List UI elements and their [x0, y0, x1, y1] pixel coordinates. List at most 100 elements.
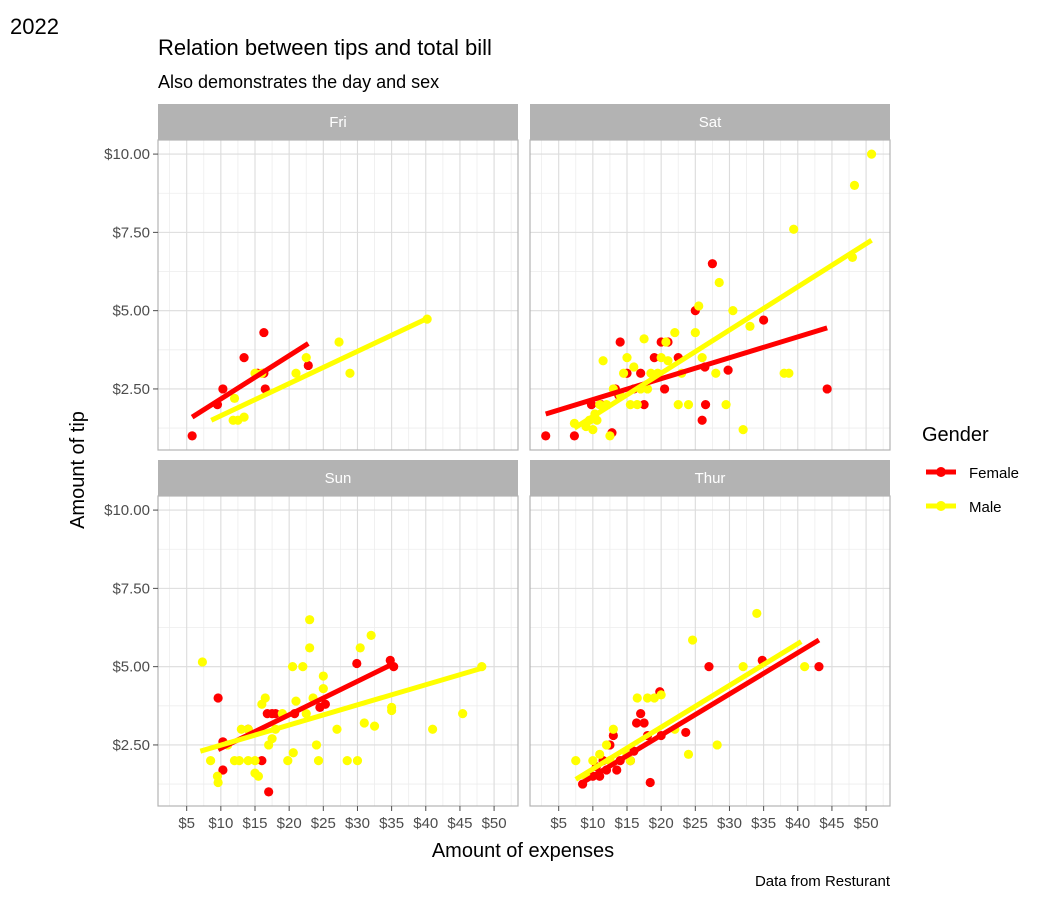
data-point — [642, 384, 653, 394]
data-point — [250, 755, 260, 766]
data-point — [218, 765, 228, 775]
panel-border — [529, 495, 891, 807]
data-point — [645, 777, 655, 788]
data-point — [305, 615, 315, 625]
data-point — [632, 399, 642, 410]
data-point — [656, 353, 666, 363]
data-point — [639, 334, 649, 344]
data-point — [789, 224, 799, 234]
data-point — [345, 368, 355, 378]
panel-border — [157, 139, 519, 451]
legend-label-male: Male — [969, 499, 1002, 516]
legend-key-male — [926, 501, 956, 511]
facet-strip-label: Sun — [325, 470, 352, 487]
data-point — [352, 658, 362, 669]
data-point — [738, 425, 748, 435]
data-point — [661, 337, 671, 347]
fit-line-male — [573, 238, 873, 431]
data-point — [588, 425, 598, 435]
data-point — [250, 768, 260, 778]
legend: Gender Female Male — [922, 424, 1019, 516]
data-point — [822, 384, 832, 394]
x-tick-label: $15 — [614, 815, 639, 832]
data-point — [694, 301, 704, 311]
data-point — [301, 353, 311, 363]
data-point — [670, 327, 680, 338]
x-tick-label: $35 — [379, 815, 404, 832]
data-point — [656, 690, 666, 700]
x-tick-label: $30 — [717, 815, 742, 832]
y-tick-label: $7.50 — [112, 224, 150, 241]
data-point — [260, 693, 270, 703]
data-point — [359, 718, 369, 728]
x-tick-label: $25 — [683, 815, 708, 832]
series-male-points — [228, 314, 432, 425]
data-point — [849, 180, 860, 191]
data-point — [588, 755, 598, 766]
data-point — [704, 662, 714, 672]
data-point — [612, 765, 622, 775]
panel-grid — [530, 496, 890, 806]
data-point — [205, 755, 216, 766]
data-point — [283, 755, 293, 766]
data-point — [608, 724, 618, 734]
data-point — [267, 734, 277, 744]
y-tick-label: $2.50 — [112, 737, 150, 754]
data-point — [711, 368, 721, 378]
panel-border — [529, 139, 891, 451]
x-tick-label: $10 — [208, 815, 233, 832]
data-point — [352, 755, 363, 766]
data-point — [642, 693, 653, 703]
y-tick-label: $10.00 — [104, 502, 150, 519]
data-point — [236, 724, 246, 734]
facet-strip — [158, 460, 518, 496]
data-point — [618, 368, 629, 378]
legend-label-female: Female — [969, 465, 1019, 482]
data-point — [759, 315, 769, 325]
facet-panel-sun: Sun — [157, 460, 519, 807]
data-point — [738, 662, 748, 672]
data-point — [784, 368, 794, 378]
data-point — [270, 709, 281, 719]
data-point — [723, 365, 733, 375]
data-point — [683, 749, 694, 759]
data-point — [334, 337, 344, 347]
x-tick-label: $10 — [580, 815, 605, 832]
x-tick-label: $25 — [311, 815, 336, 832]
data-point — [632, 693, 642, 703]
data-point — [229, 393, 240, 403]
data-point — [428, 724, 438, 734]
data-point — [636, 709, 646, 719]
data-point — [681, 727, 691, 738]
y-axis-title: Amount of tip — [67, 411, 89, 529]
data-point — [264, 787, 274, 797]
legend-title: Gender — [922, 424, 989, 446]
data-point — [318, 671, 328, 681]
data-point — [259, 327, 269, 338]
data-point — [659, 384, 670, 394]
series-male-points — [197, 615, 487, 788]
chart-caption: Data from Resturant — [755, 873, 891, 890]
data-point — [687, 635, 698, 645]
data-point — [649, 693, 659, 703]
data-point — [287, 662, 298, 672]
data-point — [714, 277, 724, 288]
data-point — [239, 412, 249, 422]
data-point — [303, 360, 313, 371]
data-point — [639, 399, 649, 410]
facet-strip — [158, 104, 518, 140]
data-point — [615, 337, 625, 347]
x-tick-label: $40 — [785, 815, 810, 832]
y-tick-label: $5.00 — [112, 659, 150, 676]
facet-panel-thur: Thur — [529, 460, 891, 807]
data-point — [745, 321, 755, 331]
data-point — [301, 709, 311, 719]
fit-line-male — [199, 665, 483, 754]
data-point — [342, 755, 352, 766]
data-point — [369, 721, 380, 731]
fit-line-male — [210, 316, 429, 423]
y-tick-label: $7.50 — [112, 580, 150, 597]
x-tick-label: $40 — [413, 815, 438, 832]
data-point — [598, 356, 608, 366]
data-point — [318, 683, 328, 694]
